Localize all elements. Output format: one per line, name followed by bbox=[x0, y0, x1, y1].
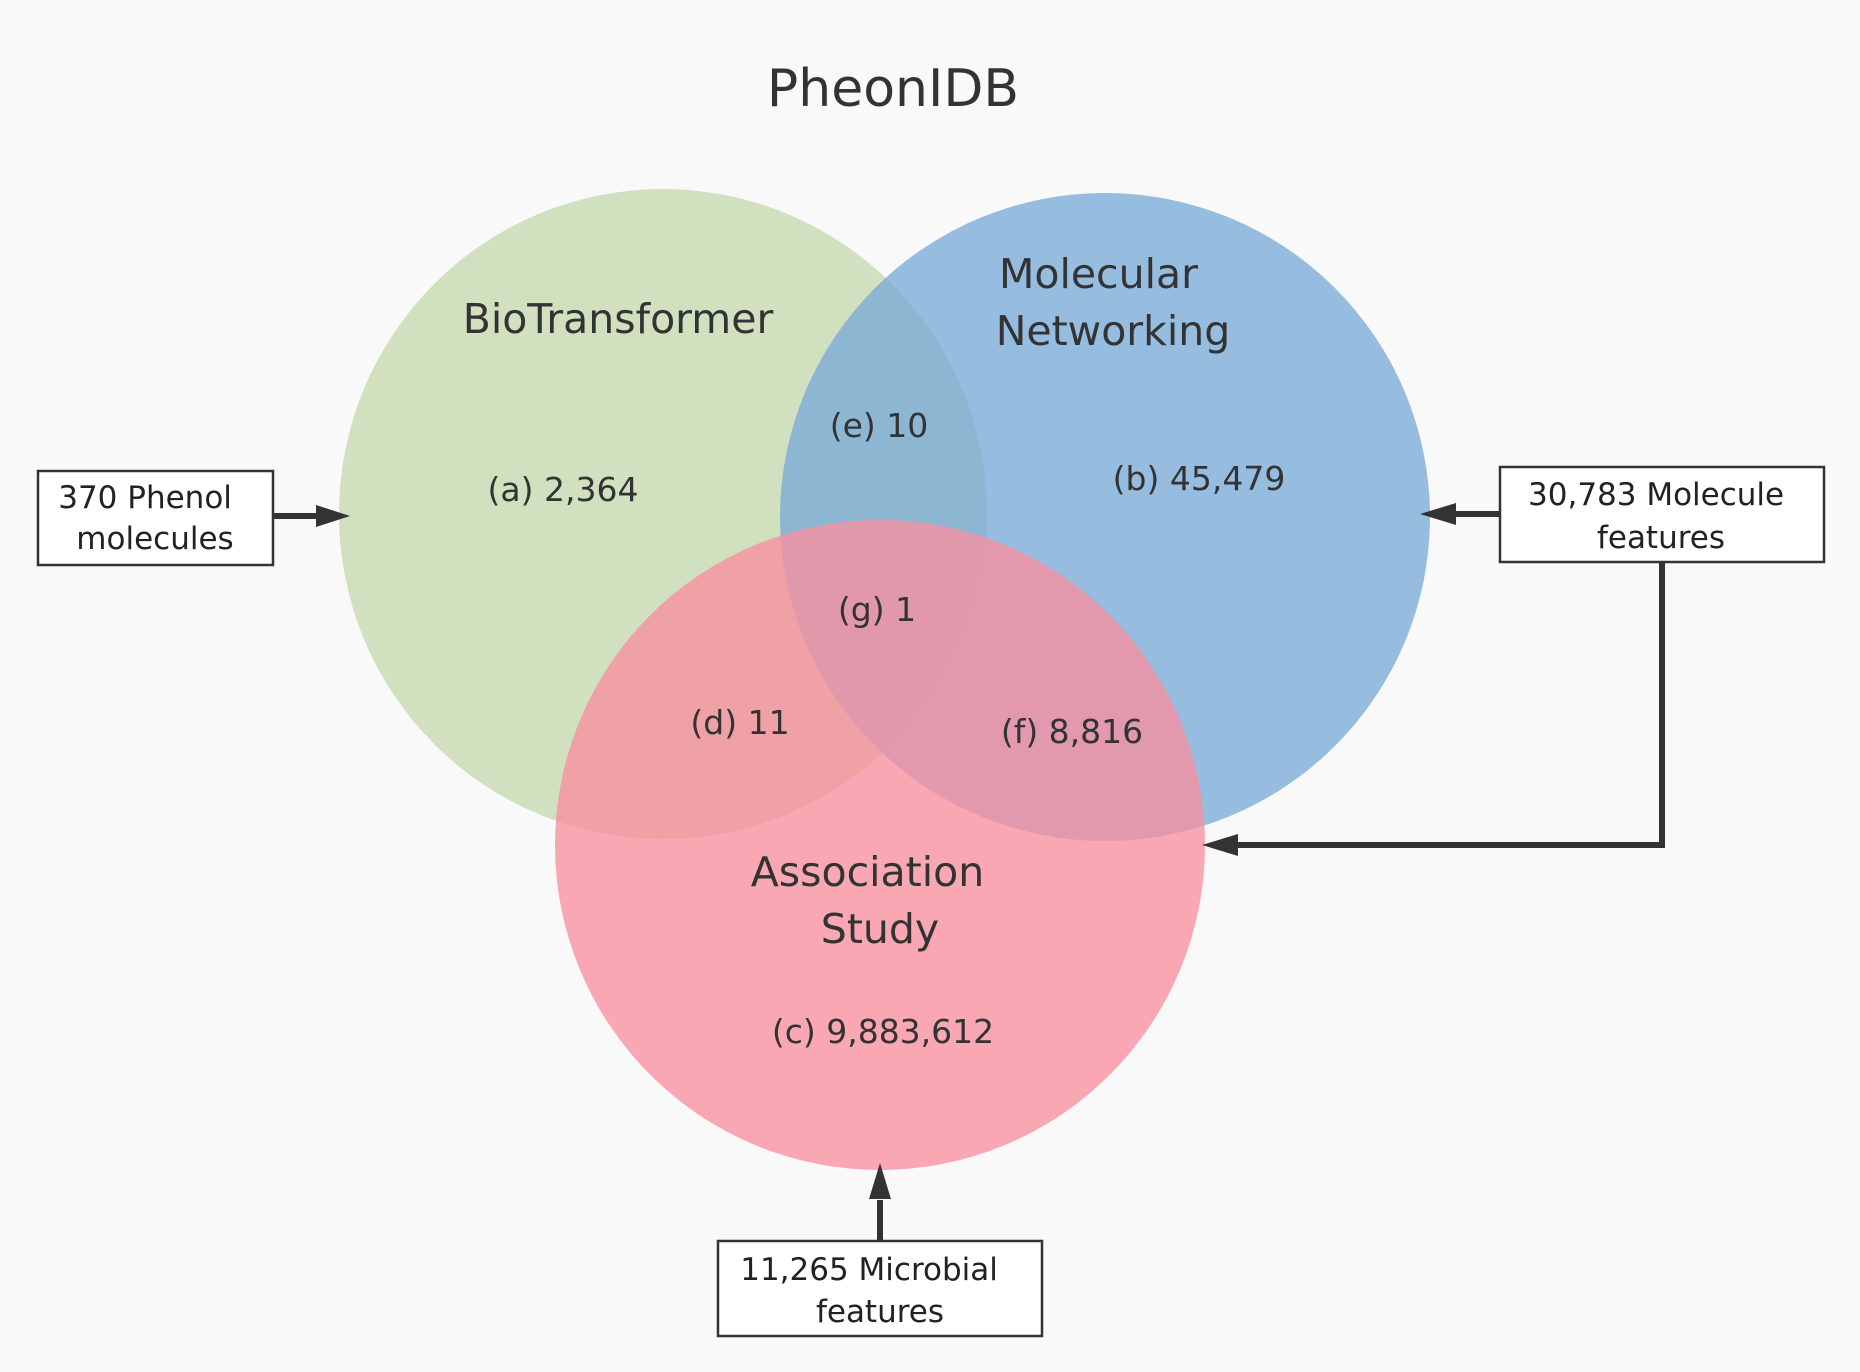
molecule-features-input-line-1: 30,783 Molecule bbox=[1528, 477, 1784, 513]
arrowhead bbox=[1202, 834, 1238, 856]
biotransformer-label: BioTransformer bbox=[463, 295, 774, 343]
molecule-features-input-text: 30,783 Molecule features bbox=[1528, 477, 1794, 556]
molecule-features-input-box: 30,783 Molecule features bbox=[1498, 465, 1826, 564]
association-study-label-line-2: Study bbox=[821, 905, 939, 953]
region-d-label: (d) 11 bbox=[690, 703, 789, 742]
connector-line bbox=[1236, 562, 1665, 848]
molecular-networking-label: Molecular Networking bbox=[996, 250, 1231, 355]
connector-molecule-features-to-networking bbox=[1420, 503, 1500, 525]
arrowhead bbox=[869, 1163, 891, 1199]
region-b-label: (b) 45,479 bbox=[1113, 459, 1286, 498]
diagram-title: PheonIDB bbox=[767, 59, 1019, 119]
arrowhead bbox=[1420, 503, 1456, 525]
phenol-input-box: 370 Phenol molecules bbox=[36, 469, 275, 567]
molecular-networking-label-line-1: Molecular bbox=[999, 250, 1198, 298]
microbial-features-input-box: 11,265 Microbial features bbox=[716, 1239, 1044, 1338]
arrowhead bbox=[316, 505, 350, 527]
microbial-features-input-line-2: features bbox=[816, 1294, 944, 1330]
connector-microbial-to-association bbox=[869, 1163, 891, 1241]
association-study-label-line-1: Association bbox=[751, 848, 984, 896]
region-f-label: (f) 8,816 bbox=[1001, 712, 1143, 751]
phenol-input-line-1: 370 Phenol bbox=[58, 480, 232, 516]
microbial-features-input-line-1: 11,265 Microbial bbox=[740, 1252, 998, 1288]
connector-molecule-features-to-association bbox=[1202, 562, 1665, 856]
phenol-input-text: 370 Phenol molecules bbox=[58, 480, 242, 557]
region-e-label: (e) 10 bbox=[830, 406, 929, 445]
connector-phenol-to-biotransformer bbox=[273, 505, 350, 527]
microbial-features-input-text: 11,265 Microbial features bbox=[740, 1252, 1008, 1330]
molecular-networking-label-line-2: Networking bbox=[996, 307, 1231, 355]
association-study-label: Association Study bbox=[751, 848, 998, 953]
association-study-circle bbox=[555, 520, 1205, 1170]
molecule-features-input-line-2: features bbox=[1597, 520, 1725, 556]
phenol-input-rect bbox=[36, 469, 275, 567]
region-g-label: (g) 1 bbox=[838, 590, 916, 629]
set-circles bbox=[339, 189, 1430, 1170]
region-a-label: (a) 2,364 bbox=[488, 470, 639, 509]
phenol-input-line-2: molecules bbox=[76, 521, 233, 557]
region-c-label: (c) 9,883,612 bbox=[772, 1012, 994, 1051]
microbial-features-input-rect bbox=[716, 1239, 1044, 1338]
